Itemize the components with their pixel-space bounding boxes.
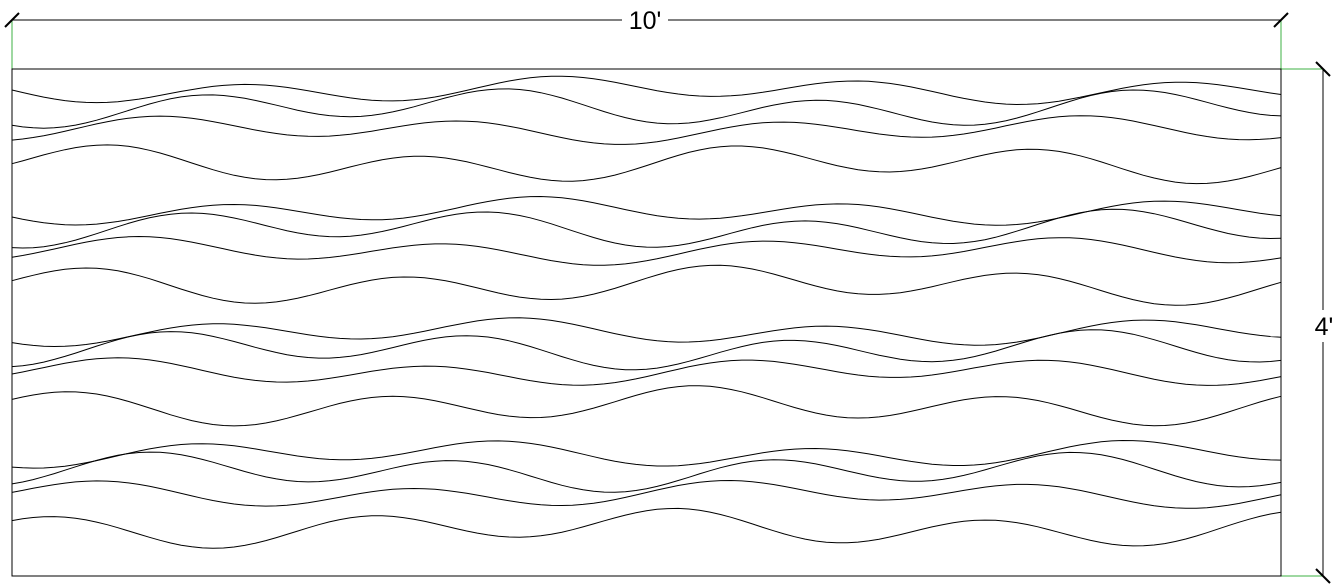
wave-line: [11, 479, 1282, 509]
wave-line: [11, 195, 1282, 226]
wave-line: [11, 329, 1282, 371]
height-dimension: 4': [1281, 61, 1334, 584]
wave-line: [11, 385, 1282, 427]
height-tick-bottom: [1315, 568, 1331, 584]
wave-line: [11, 75, 1282, 106]
height-label: 4': [1315, 313, 1334, 341]
height-tick-top: [1315, 61, 1331, 77]
wave-line: [11, 317, 1282, 348]
wave-line: [11, 357, 1282, 386]
wave-line: [11, 451, 1282, 493]
width-tick-right: [1273, 12, 1289, 28]
wave-line: [11, 264, 1282, 306]
wave-pattern: [11, 75, 1282, 549]
wave-line: [11, 507, 1282, 549]
wave-line: [11, 115, 1282, 145]
panel-outline: [11, 68, 1282, 577]
width-tick-left: [4, 12, 20, 28]
wave-line: [11, 144, 1282, 185]
wave-line: [11, 235, 1282, 266]
wave-line: [11, 88, 1282, 129]
width-dimension: 10': [4, 7, 1289, 69]
wave-line: [11, 439, 1282, 469]
wave-line: [11, 208, 1282, 249]
width-label: 10': [629, 7, 662, 35]
